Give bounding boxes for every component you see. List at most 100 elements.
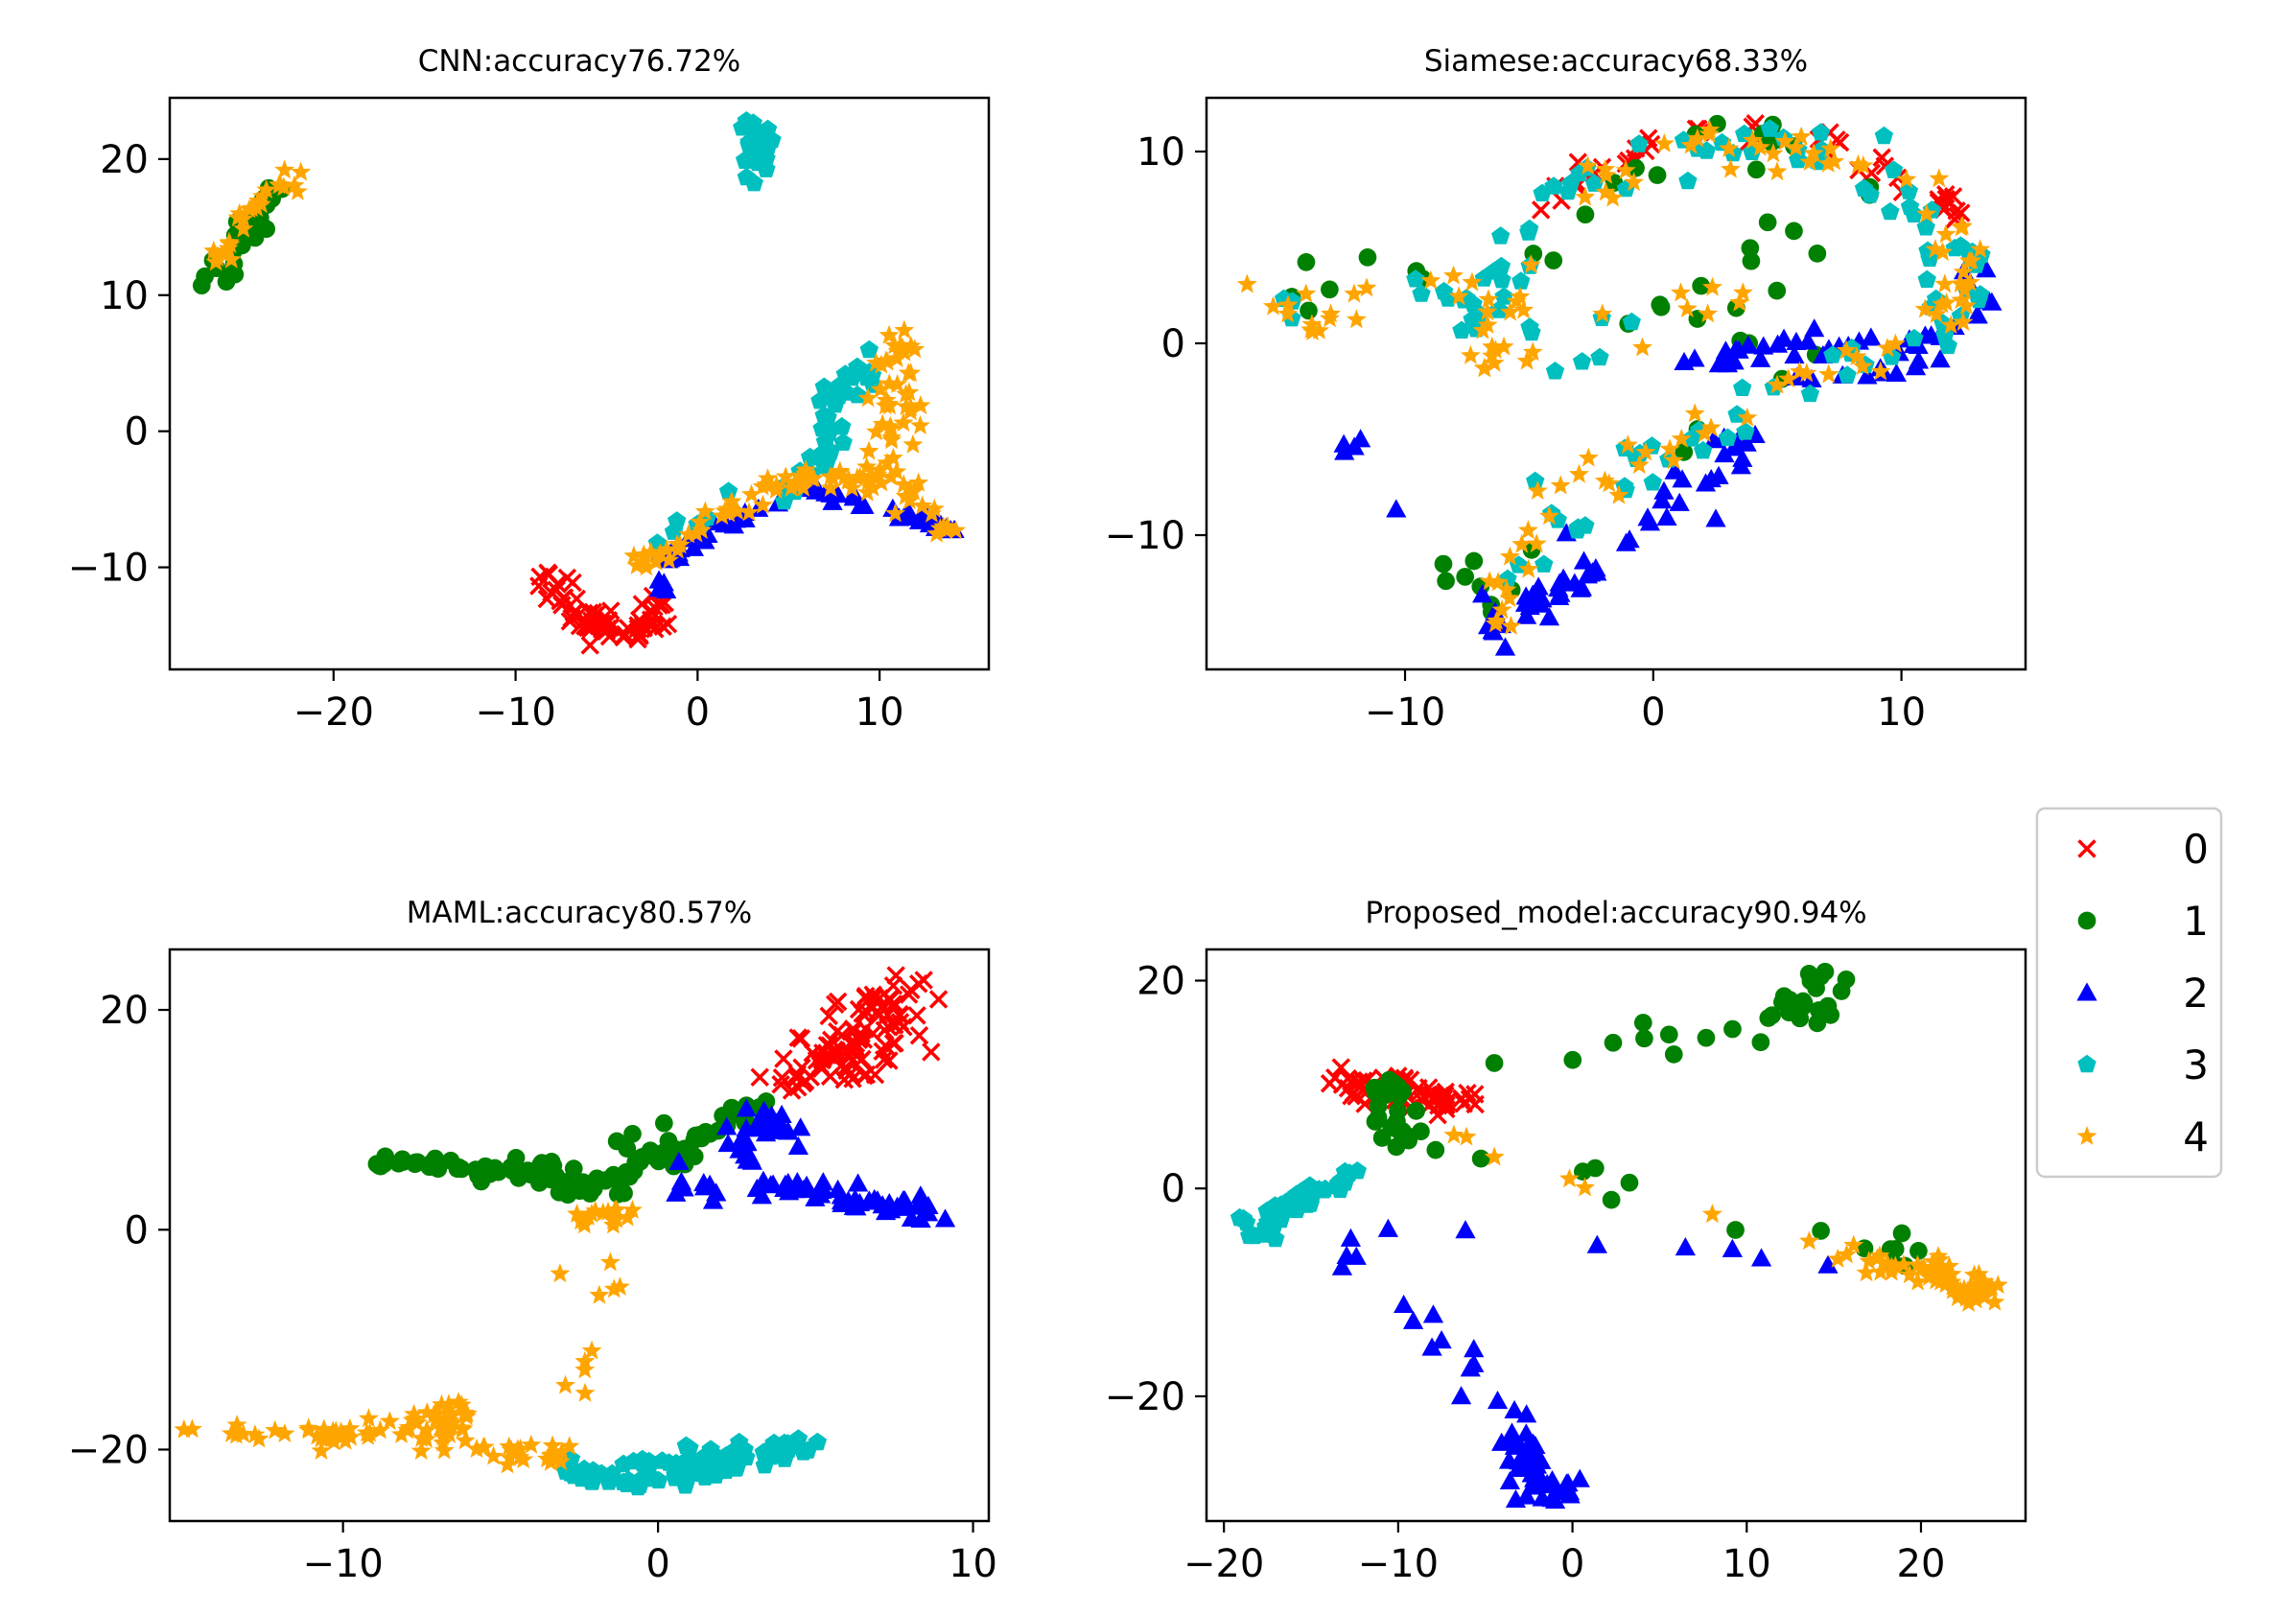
y-tick-label: −20 [1105,1375,1185,1419]
class-star-marker [1277,294,1299,315]
class-circle-marker [1723,1019,1742,1039]
class-triangle-marker [1750,1248,1772,1267]
class-circle-marker [1821,1005,1840,1024]
cluster-class-2 [666,1098,956,1229]
class-pentagon-marker [1718,428,1738,446]
class-star-marker [900,480,921,500]
class-star-marker [314,1418,335,1439]
y-tick-label: 10 [100,274,149,318]
class-pentagon-marker [1916,218,1935,236]
class-pentagon-marker [1452,320,1471,339]
class-star-marker [1817,152,1839,173]
class-star-marker [1932,293,1953,314]
class-star-marker [1870,361,1891,381]
class-star-marker [862,477,883,497]
class-triangle-marker [1695,473,1717,492]
class-pentagon-marker [1522,322,1541,341]
legend-entry: 0 [2077,826,2209,873]
class-pentagon-marker [743,113,762,131]
class-triangle-marker [1586,562,1607,581]
class-triangle-marker [1930,349,1951,368]
class-star-marker [1940,315,1961,335]
class-star-marker [1443,265,1464,285]
class-pentagon-marker [1584,174,1605,192]
class-star-marker [718,503,739,523]
class-triangle-marker [822,491,843,510]
class-pentagon-marker [577,1463,597,1482]
class-star-marker [1603,187,1624,207]
cluster-class-1 [1365,962,1928,1276]
class-triangle-marker [1586,1234,1607,1253]
class-circle-marker [1456,568,1475,586]
class-circle-marker [1648,166,1667,184]
class-pentagon-marker [730,1432,749,1451]
class-circle-marker [1832,982,1851,1000]
class-star-marker [870,459,890,480]
class-circle-marker [1366,1083,1385,1102]
class-triangle-marker [796,1175,817,1194]
class-star-marker [1516,350,1537,370]
class-circle-marker [1407,1102,1425,1120]
class-star-marker [585,1200,606,1220]
class-x-marker [771,1074,790,1094]
class-triangle-marker [766,1112,787,1132]
class-x-marker [1641,134,1661,154]
class-triangle-marker [1386,499,1407,518]
class-circle-marker [1785,222,1803,241]
class-pentagon-marker [1881,201,1900,221]
class-triangle-marker [1501,1422,1523,1441]
class-pentagon-marker [676,1436,696,1454]
class-star-marker [877,452,898,472]
class-pentagon-marker [627,1475,647,1493]
class-star-marker [265,1419,286,1439]
cluster-class-4 [623,319,967,576]
class-triangle-marker [775,1174,796,1193]
class-pentagon-marker [1733,378,1752,396]
class-star-marker [323,1431,344,1451]
class-star-marker [1699,123,1720,143]
class-star-marker [1952,216,1973,235]
class-x-marker [750,1067,769,1088]
class-star-marker [1896,169,1917,189]
y-tick-label: 20 [100,989,149,1033]
class-star-marker [452,1417,473,1438]
class-star-marker [617,1206,638,1227]
class-triangle-marker [1675,1237,1696,1256]
class-x-marker [819,1006,838,1026]
class-x-marker [551,592,570,611]
class-circle-marker [618,1139,637,1158]
cluster-class-4 [203,159,312,271]
class-triangle-marker [1705,508,1726,527]
class-star-marker [1578,155,1599,176]
class-star-marker [690,511,711,531]
class-circle-marker [1412,1122,1430,1141]
class-triangle-marker [1504,1399,1525,1419]
class-star-marker [1941,1263,1962,1283]
class-circle-marker [1389,1102,1407,1120]
class-star-marker [239,199,260,219]
class-triangle-marker [1340,1228,1362,1247]
class-triangle-marker [1431,1330,1452,1349]
legend-entry: 1 [2077,898,2209,945]
class-star-marker [1500,301,1521,321]
cluster-class-4 [1236,119,1991,635]
class-star-marker [686,523,707,543]
subplot-1: −20 −10 0 10 −10 0 10 20 CNN:accuracy76.72% [68,44,991,735]
class-star-marker [912,495,933,515]
class-circle-marker [1808,245,1827,263]
legend-label: 0 [2183,826,2209,873]
class-pentagon-marker [652,1451,672,1469]
class-star-marker [405,1408,426,1428]
class-star-marker [793,466,814,486]
class-circle-marker [1372,1129,1392,1147]
class-star-marker [1984,1291,2005,1311]
class-star-marker [876,389,897,410]
class-triangle-marker [1553,568,1574,587]
class-star-marker [1482,336,1503,356]
class-triangle-marker [1515,605,1537,624]
class-star-marker [1908,1254,1928,1275]
class-x-marker [909,1026,929,1045]
class-star-marker [1893,1253,1914,1274]
legend-label: 2 [2183,970,2209,1017]
legend-entry: 3 [2077,1042,2209,1088]
